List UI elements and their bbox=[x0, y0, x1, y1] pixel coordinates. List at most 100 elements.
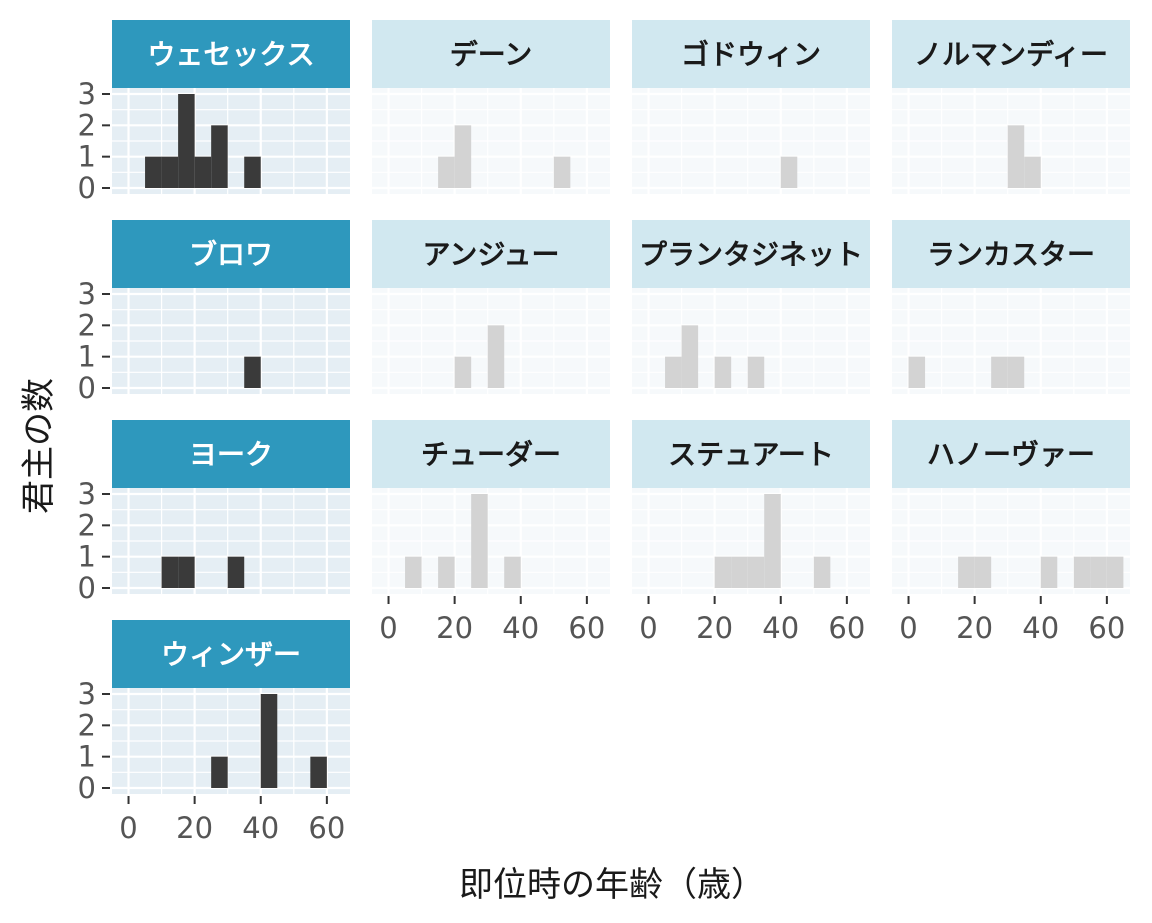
facet-8: ヨーク bbox=[112, 420, 350, 594]
y-tick-label: 1 bbox=[78, 740, 96, 774]
facet-strip bbox=[112, 420, 350, 488]
facet-strip bbox=[112, 20, 350, 88]
x-tick-label: 60 bbox=[308, 811, 345, 845]
histogram-bar bbox=[260, 694, 278, 788]
facet-3: ノルマンディー bbox=[892, 20, 1130, 194]
facet-12: ウィンザー bbox=[112, 620, 350, 794]
histogram-bar bbox=[145, 156, 162, 188]
facet-strip-label: ゴドウィン bbox=[681, 38, 821, 71]
histogram-bar bbox=[244, 156, 261, 188]
facet-strip bbox=[632, 20, 870, 88]
facet-strip bbox=[632, 220, 870, 288]
facet-strip bbox=[372, 20, 610, 88]
histogram-bar bbox=[764, 494, 781, 588]
facet-strip-label: ブロワ bbox=[189, 238, 273, 271]
facet-strip bbox=[372, 220, 610, 288]
facet-strip-label: ヨーク bbox=[189, 438, 273, 471]
x-tick-label: 40 bbox=[502, 611, 539, 645]
histogram-bar bbox=[731, 556, 748, 588]
histogram-bar bbox=[991, 356, 1008, 388]
histogram-bar bbox=[178, 94, 195, 188]
y-tick-label: 3 bbox=[78, 277, 96, 311]
x-tick-label: 0 bbox=[899, 611, 917, 645]
histogram-bar bbox=[211, 756, 228, 788]
histogram-bar bbox=[438, 156, 455, 188]
histogram-bar bbox=[487, 325, 505, 388]
x-tick-label: 60 bbox=[568, 611, 605, 645]
histogram-bar bbox=[161, 156, 179, 188]
y-tick-label: 2 bbox=[78, 308, 96, 342]
histogram-bar bbox=[813, 556, 831, 588]
facet-11: ハノーヴァー bbox=[892, 420, 1130, 594]
histogram-bar bbox=[747, 356, 765, 388]
facet-strip bbox=[112, 620, 350, 688]
x-tick-label: 0 bbox=[119, 811, 137, 845]
facet-5: アンジュー bbox=[372, 220, 610, 394]
y-tick-label: 3 bbox=[78, 677, 96, 711]
histogram-bar bbox=[747, 556, 765, 588]
y-axis-title: 君主の数 bbox=[19, 378, 59, 514]
histogram-bar bbox=[714, 556, 732, 588]
facet-strip-label: ステュアート bbox=[668, 438, 834, 471]
y-tick-label: 1 bbox=[78, 140, 96, 174]
y-tick-label: 0 bbox=[78, 371, 96, 405]
x-tick-label: 60 bbox=[828, 611, 865, 645]
facet-strip bbox=[892, 420, 1130, 488]
histogram-bar bbox=[714, 356, 732, 388]
facet-strip-label: ウェセックス bbox=[147, 38, 314, 71]
facet-strip bbox=[112, 220, 350, 288]
y-tick-label: 0 bbox=[78, 771, 96, 805]
x-tick-label: 20 bbox=[956, 611, 993, 645]
histogram-bar bbox=[1073, 556, 1091, 588]
histogram-bar bbox=[194, 156, 212, 188]
histogram-bar bbox=[471, 494, 488, 588]
x-tick-label: 40 bbox=[242, 811, 279, 845]
histogram-bar bbox=[310, 756, 327, 788]
histogram-bar bbox=[958, 556, 975, 588]
y-tick-label: 1 bbox=[78, 540, 96, 574]
facet-strip bbox=[372, 420, 610, 488]
histogram-bar bbox=[1007, 356, 1025, 388]
facet-strip bbox=[632, 420, 870, 488]
facet-strip-label: ウィンザー bbox=[161, 638, 301, 671]
histogram-bar bbox=[211, 125, 228, 188]
histogram-bar bbox=[227, 556, 245, 588]
facet-strip-label: プランタジネット bbox=[639, 238, 863, 271]
y-tick-label: 0 bbox=[78, 171, 96, 205]
histogram-bar bbox=[553, 156, 571, 188]
y-tick-label: 0 bbox=[78, 571, 96, 605]
facet-2: ゴドウィン bbox=[632, 20, 870, 194]
facet-strip-label: アンジュー bbox=[423, 238, 560, 271]
facet-4: ブロワ bbox=[112, 220, 350, 394]
histogram-bar bbox=[504, 556, 521, 588]
y-tick-label: 3 bbox=[78, 77, 96, 111]
x-tick-label: 60 bbox=[1088, 611, 1125, 645]
x-axes: 0 20 40 60 0 20 40 60 0 20 40 60 0 20 40 60 bbox=[119, 596, 1125, 845]
x-tick-label: 40 bbox=[1022, 611, 1059, 645]
histogram-bar bbox=[438, 556, 455, 588]
histogram-bar bbox=[1090, 556, 1107, 588]
y-tick-label: 2 bbox=[78, 708, 96, 742]
histogram-bar bbox=[244, 356, 261, 388]
x-tick-label: 40 bbox=[762, 611, 799, 645]
histogram-bar bbox=[405, 556, 422, 588]
histogram-bar bbox=[161, 556, 179, 588]
histogram-bar bbox=[780, 156, 798, 188]
x-axis-title: 即位時の年齢（歳） bbox=[459, 865, 765, 905]
x-tick-label: 0 bbox=[379, 611, 397, 645]
facet-strip bbox=[892, 220, 1130, 288]
y-tick-label: 3 bbox=[78, 477, 96, 511]
histogram-bar bbox=[454, 356, 472, 388]
y-tick-label: 2 bbox=[78, 508, 96, 542]
facet-10: ステュアート bbox=[632, 420, 870, 594]
facet-1: デーン bbox=[372, 20, 610, 194]
histogram-bar bbox=[178, 556, 195, 588]
facet-9: チューダー bbox=[372, 420, 610, 594]
histogram-bar bbox=[665, 356, 682, 388]
histogram-bar bbox=[1007, 125, 1025, 188]
histogram-bar bbox=[1024, 156, 1041, 188]
histogram-bar bbox=[974, 556, 992, 588]
